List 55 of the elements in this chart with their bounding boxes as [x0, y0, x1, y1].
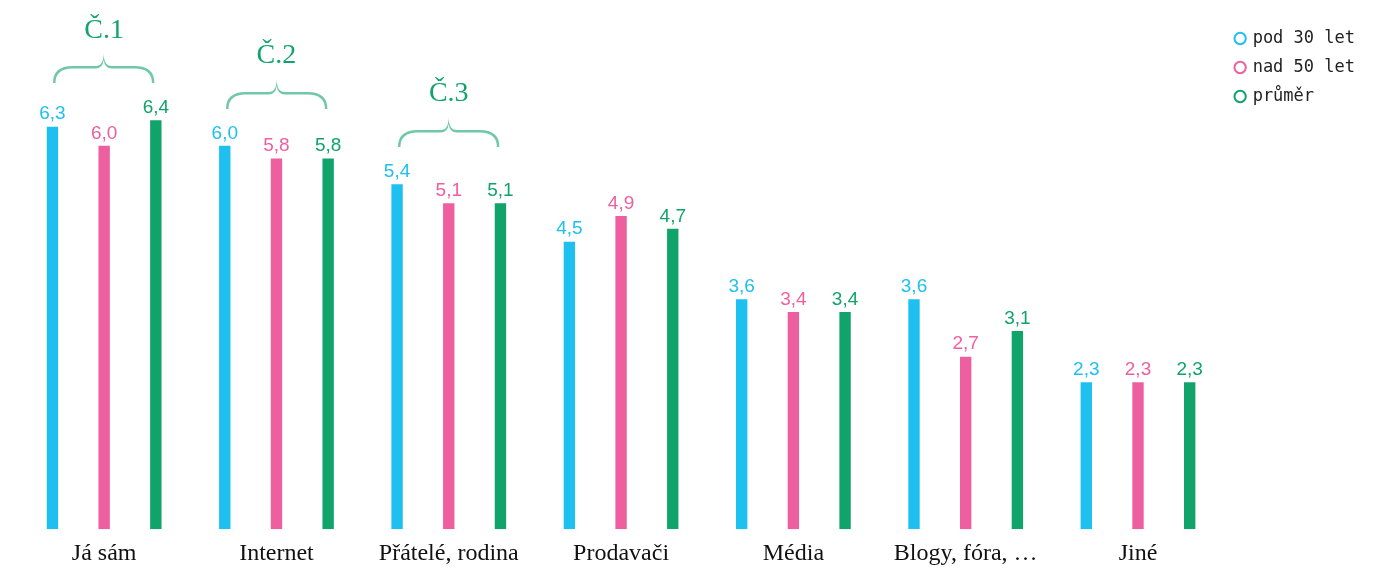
bar: [839, 311, 851, 530]
data-label: 5,1: [487, 179, 514, 201]
bar: [98, 145, 110, 530]
x-tick-label: Prodavači: [573, 538, 670, 565]
x-tick-label: Internet: [239, 538, 315, 565]
text: Č.2: [256, 38, 297, 70]
data-label: 5,4: [383, 159, 411, 181]
x-tick-label: Blogy, fóra, …: [893, 538, 1038, 565]
bar: [150, 120, 162, 530]
bar: [615, 216, 627, 530]
data-label: 3,4: [831, 287, 859, 309]
bar: [219, 145, 231, 530]
bar: [667, 228, 679, 530]
data-label: 2,3: [1176, 357, 1203, 379]
data-label: 3,6: [728, 274, 755, 296]
data-label: 4,7: [659, 204, 686, 226]
bar: [391, 184, 403, 530]
bar: [1132, 382, 1144, 530]
data-label: 5,1: [435, 179, 462, 201]
data-label: 2,3: [1073, 357, 1100, 379]
legend-label: nad 50 let: [1252, 55, 1356, 76]
bar: [1080, 382, 1092, 530]
bar: [443, 203, 455, 530]
data-label: 5,8: [314, 134, 342, 156]
x-tick-label: Přátelé, rodina: [378, 538, 520, 565]
text: Č.1: [84, 12, 124, 44]
bar: [563, 241, 576, 530]
bar: [1184, 382, 1196, 530]
data-label: 3,6: [900, 274, 928, 296]
data-label: 6,4: [142, 95, 170, 117]
x-tick-label: Jiné: [1118, 538, 1158, 565]
data-label: 3,4: [780, 287, 808, 309]
bar: [46, 126, 59, 530]
bar: [322, 158, 334, 530]
data-label: 2,3: [1124, 357, 1152, 379]
data-label: 3,1: [1004, 306, 1031, 328]
data-label: 4,9: [607, 191, 635, 213]
legend-label: průměr: [1252, 84, 1315, 105]
data-label: 6,0: [90, 121, 118, 143]
data-label: 6,0: [211, 121, 238, 143]
data-label: 2,7: [952, 332, 979, 354]
bar: [960, 356, 972, 530]
bar: [1011, 331, 1024, 530]
data-label: 4,5: [556, 217, 583, 239]
bar: [494, 203, 507, 530]
data-label: 5,8: [263, 134, 290, 156]
text: Č.3: [428, 76, 469, 108]
data-label: 6,3: [39, 102, 66, 124]
bar: [270, 158, 283, 530]
bar: [736, 299, 748, 530]
bar: [908, 299, 920, 530]
x-tick-label: Média: [762, 538, 825, 565]
x-tick-label: Já sám: [71, 538, 137, 565]
bar: [787, 311, 800, 530]
legend-label: pod 30 let: [1252, 26, 1356, 47]
